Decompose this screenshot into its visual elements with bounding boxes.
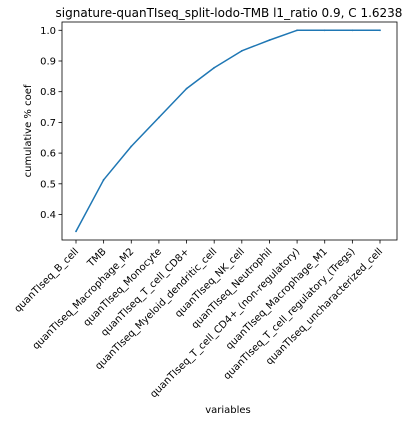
y-tick-label: 0.8 [40,87,56,98]
y-tick-label: 0.4 [40,210,56,221]
y-axis: 0.4 0.5 0.6 0.7 0.8 0.9 1.0 [40,26,62,221]
data-point [379,29,381,32]
data-point [268,39,271,42]
data-point [213,66,216,69]
y-tick-label: 1.0 [40,26,56,37]
y-tick-label: 0.5 [40,179,56,190]
data-point [158,116,160,119]
data-point [185,87,188,90]
x-tick-label: TMB [85,246,109,270]
y-tick-label: 0.9 [40,56,56,67]
data-point [323,29,326,32]
chart-title: signature-quanTIseq_split-lodo-TMB l1_ra… [56,6,403,20]
data-point [296,29,298,32]
y-tick-label: 0.6 [40,149,56,160]
data-point [102,178,105,181]
y-tick-label: 0.7 [40,118,56,129]
data-point [130,145,133,148]
data-point [75,230,77,233]
series-line [75,29,380,232]
data-point [240,49,243,52]
series-group [75,29,381,233]
plot-frame [61,21,398,241]
data-point [351,29,354,32]
y-axis-label: cumulative % coef [23,84,34,177]
x-axis: quanTIseq_B_cell TMBquanTIseq_Macrophage_… [13,240,385,400]
x-axis-label: variables [205,405,251,416]
x-tick-label: quanTIseq_Macrophage_M1 [224,246,330,352]
